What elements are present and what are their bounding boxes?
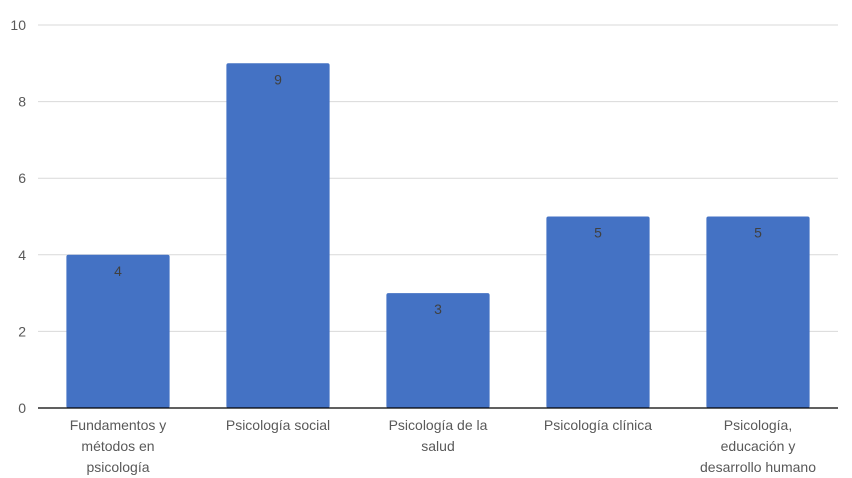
x-axis-category-labels: Fundamentos y métodos en psicología Psicolo… [70,417,816,475]
y-tick-label: 10 [10,17,26,33]
y-tick-label: 0 [18,400,26,416]
x-category-label: desarrollo humano [700,459,816,475]
bars: 4 9 3 5 5 [66,63,810,409]
x-category-label: Psicología social [226,417,330,433]
gridlines [38,24,838,332]
y-tick-label: 2 [18,323,26,339]
bar [546,216,650,408]
y-axis-tick-labels: 0 2 4 6 8 10 [10,17,26,416]
data-label: 4 [114,263,122,279]
y-tick-label: 4 [18,247,26,263]
y-tick-label: 8 [18,94,26,110]
bar [386,293,490,408]
bar [706,216,810,408]
data-label: 9 [274,71,282,87]
x-category-label: Fundamentos y [70,417,167,433]
x-category-label: Psicología de la [389,417,488,433]
data-label: 5 [754,225,762,241]
data-label: 5 [594,225,602,241]
bar [66,254,170,408]
x-category-label: psicología [86,459,149,475]
y-tick-label: 6 [18,170,26,186]
x-category-label: salud [421,438,454,454]
x-category-label: métodos en [81,438,154,454]
x-category-label: Psicología clínica [544,417,652,433]
x-category-label: educación y [721,438,796,454]
data-label: 3 [434,301,442,317]
x-category-label: Psicología, [724,417,792,433]
bar [226,63,330,409]
